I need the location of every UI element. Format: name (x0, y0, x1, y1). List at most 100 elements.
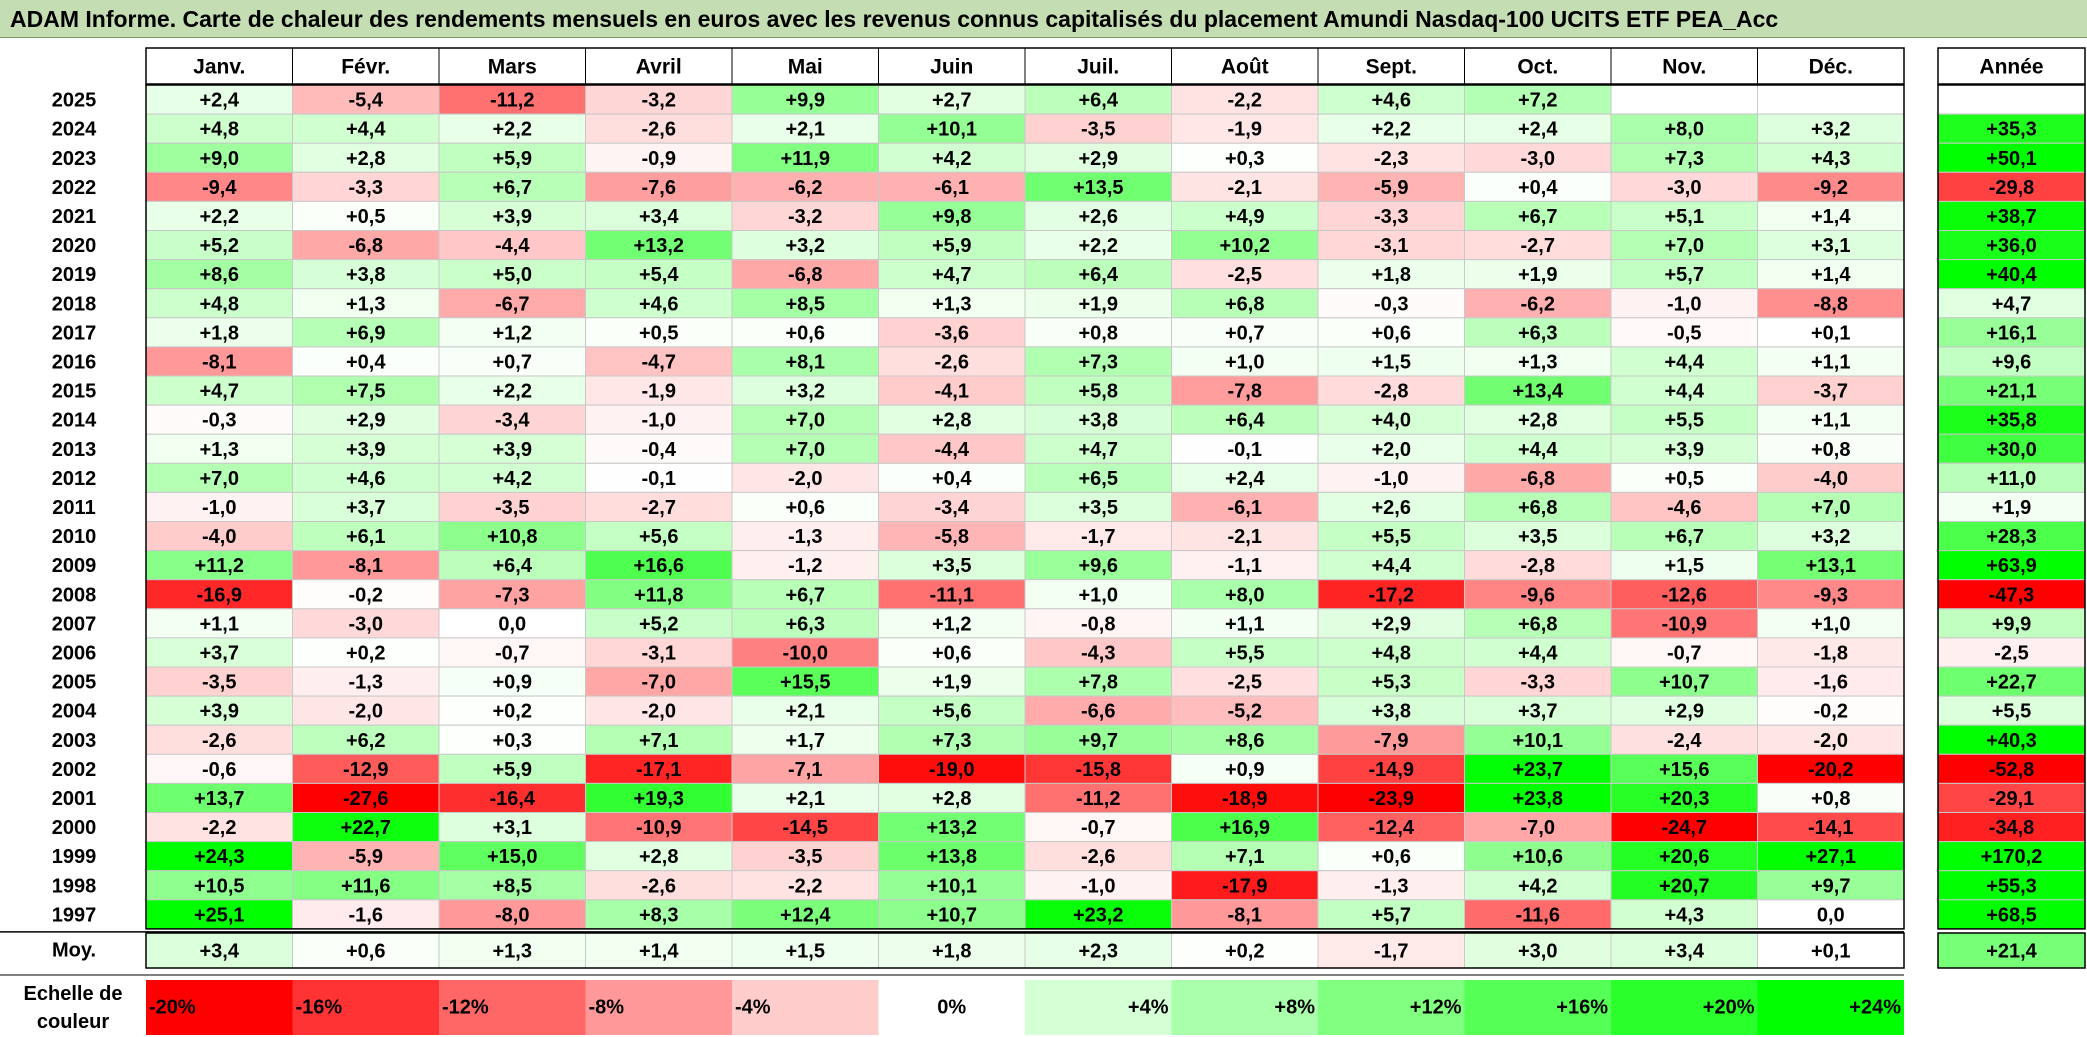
cell-value: +1,1 (1225, 613, 1264, 635)
cell-value: +1,2 (493, 322, 532, 344)
avg-cell (1464, 932, 1612, 969)
row-label-2005: 2005 (52, 672, 97, 694)
cell-value: +4,3 (1665, 904, 1704, 926)
cell-value: -3,4 (935, 497, 970, 519)
year-frame (1937, 84, 2086, 930)
scale-stop-label: +16% (1556, 997, 1608, 1019)
year-header-cell (1937, 47, 2086, 85)
cell-value: +2,8 (346, 148, 385, 170)
heatmap-cell (585, 579, 733, 610)
heatmap-cell (1757, 404, 1905, 435)
avg-year-value: +21,4 (1986, 941, 2037, 963)
heatmap-cell (1171, 142, 1319, 173)
scale-stop-label: +20% (1703, 997, 1755, 1019)
heatmap-cell (1024, 550, 1172, 581)
avg-cell (1317, 932, 1465, 969)
cell-value: +9,7 (1811, 875, 1850, 897)
cell-value: +4,8 (1372, 642, 1411, 664)
cell-value: +8,5 (786, 293, 825, 315)
cell-value: -3,5 (202, 672, 236, 694)
cell-value: +4,4 (1665, 351, 1705, 373)
row-label-1999: 1999 (52, 846, 97, 868)
year-value: +28,3 (1986, 526, 2037, 548)
cell-value: -3,6 (935, 322, 969, 344)
cell-value: -4,3 (1081, 642, 1115, 664)
cell-value: -6,1 (1228, 497, 1262, 519)
row-label-1998: 1998 (52, 875, 97, 897)
scale-stop-label: +12% (1410, 997, 1462, 1019)
cell-value: -0,8 (1081, 613, 1115, 635)
heatmap-cell (731, 521, 879, 552)
cell-value: -8,8 (1814, 293, 1848, 315)
year-value: +35,3 (1986, 119, 2037, 141)
cell-value: +10,1 (1512, 730, 1563, 752)
heatmap-cell (585, 200, 733, 231)
cell-value: +5,5 (1372, 526, 1411, 548)
heatmap-cell (1757, 230, 1905, 261)
cell-value: +0,5 (639, 322, 678, 344)
cell-value: 0,0 (1817, 904, 1845, 926)
heatmap-cell (438, 841, 586, 872)
cell-value: +4,2 (1518, 875, 1557, 897)
heatmap-cell (292, 142, 440, 173)
heatmap-cell (438, 462, 586, 493)
cell-value: +2,8 (639, 846, 678, 868)
cell-value: -2,8 (1374, 381, 1408, 403)
heatmap-cell (1171, 113, 1319, 144)
cell-value: +0,2 (493, 701, 532, 723)
cell-value: -27,6 (343, 788, 389, 810)
heatmap-cell (438, 695, 586, 726)
cell-value: -1,9 (642, 381, 676, 403)
heatmap-cell (1317, 550, 1465, 581)
heatmap-cell (1757, 462, 1905, 493)
cell-value: -12,4 (1368, 817, 1414, 839)
heatmap-cell (878, 230, 1026, 261)
heatmap-cell (585, 724, 733, 755)
year-cell (1937, 899, 2086, 930)
cell-value: +15,5 (780, 672, 831, 694)
heatmap-cell (145, 317, 293, 348)
heatmap-cell (585, 317, 733, 348)
cell-value: +3,1 (1811, 235, 1850, 257)
cell-value: -4,1 (935, 381, 969, 403)
cell-value: -5,9 (349, 846, 383, 868)
avg-value: +2,3 (1079, 941, 1118, 963)
cell-value: 0,0 (498, 613, 526, 635)
cell-value: +7,0 (1811, 497, 1850, 519)
year-value: +38,7 (1986, 206, 2037, 228)
year-cell (1937, 346, 2086, 377)
cell-value: -17,9 (1222, 875, 1268, 897)
heatmap-cell (1317, 462, 1465, 493)
row-label-2013: 2013 (52, 439, 97, 461)
heatmap-cell (1317, 724, 1465, 755)
cell-value: -0,7 (1081, 817, 1115, 839)
scale-label-line2: couleur (37, 1011, 109, 1033)
heatmap-cell (585, 812, 733, 843)
cell-value: -7,0 (642, 672, 676, 694)
cell-value: +0,6 (932, 642, 971, 664)
cell-value: +1,3 (932, 293, 971, 315)
heatmap-cell (1464, 317, 1612, 348)
cell-value: -2,0 (788, 468, 822, 490)
cell-value: -6,2 (1521, 293, 1555, 315)
cell-value: -1,8 (1814, 642, 1848, 664)
cell-value: +1,9 (932, 672, 971, 694)
heatmap-cell (878, 462, 1026, 493)
cell-value: -16,4 (489, 788, 535, 810)
cell-value: +23,2 (1073, 904, 1124, 926)
heatmap-cell (1317, 753, 1465, 784)
cell-value: +15,0 (487, 846, 538, 868)
cell-value: -1,0 (202, 497, 236, 519)
heatmap-cell (292, 521, 440, 552)
heatmap-cell (1757, 870, 1905, 901)
year-cell (1937, 521, 2086, 552)
cell-value: -3,3 (349, 177, 383, 199)
cell-value: +3,9 (493, 206, 532, 228)
row-label-2015: 2015 (52, 381, 97, 403)
cell-value: -3,0 (1667, 177, 1701, 199)
cell-value: +7,0 (1665, 235, 1704, 257)
month-header-1: Janv. (193, 56, 245, 79)
heatmap-cell (292, 550, 440, 581)
cell-value: -4,6 (1667, 497, 1701, 519)
cell-value: +6,8 (1518, 497, 1557, 519)
